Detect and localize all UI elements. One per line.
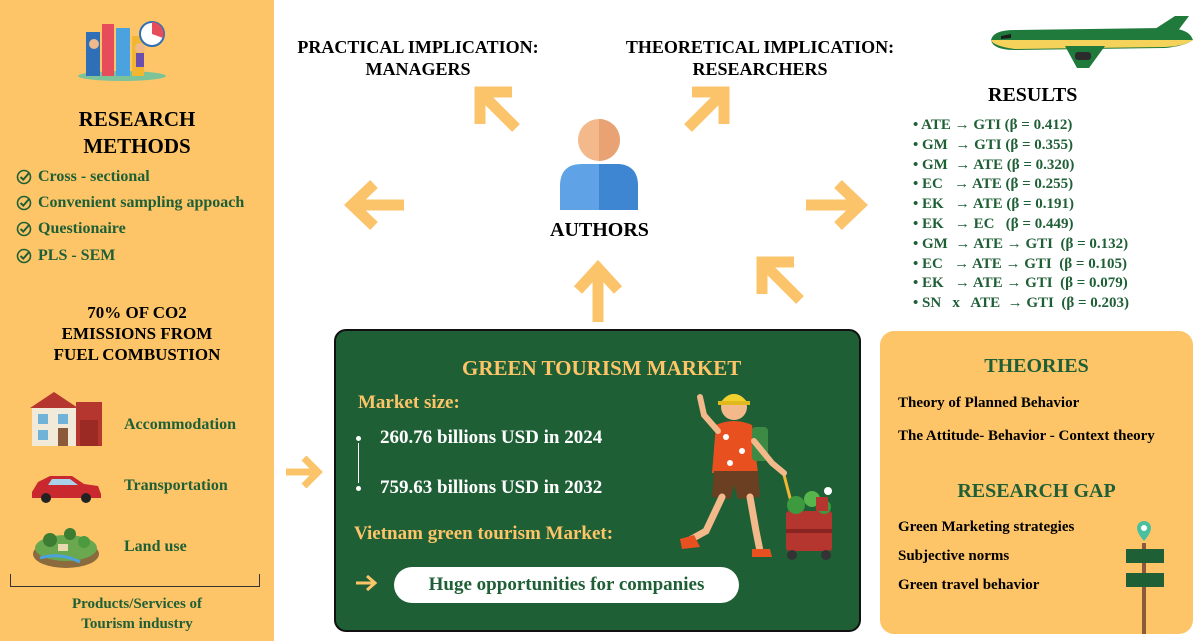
result-item: • ATE → GTI (β = 0.412) — [913, 117, 1073, 133]
co2-line: FUEL COMBUSTION — [53, 345, 221, 364]
heading-line: THEORETICAL IMPLICATION: — [625, 37, 895, 57]
result-item: • EC → ATE → GTI (β = 0.105) — [913, 255, 1127, 272]
opportunity-pill: Huge opportunities for companies — [394, 567, 739, 603]
check-circle-icon — [16, 169, 32, 185]
method-label: Convenient sampling appoach — [38, 194, 245, 211]
bullet-dot — [356, 436, 361, 441]
products-line: Tourism industry — [81, 616, 193, 632]
research-books-icon — [78, 21, 166, 81]
title-line: METHODS — [83, 134, 191, 158]
products-line: Products/Services of — [71, 596, 203, 612]
heading-line: MANAGERS — [365, 59, 471, 79]
authors-label: AUTHORS — [550, 219, 649, 241]
bracket-divider — [10, 574, 260, 587]
sector-land-use: Land use — [124, 538, 187, 555]
method-item: PLS - SEM — [16, 247, 115, 265]
result-item: • EK → ATE (β = 0.191) — [913, 196, 1075, 213]
method-label: Questionaire — [38, 220, 126, 237]
research-gap-title: RESEARCH GAP — [957, 480, 1116, 502]
market-size-label: Market size: — [358, 392, 460, 413]
products-services-label: Products/Services of Tourism industry — [0, 594, 274, 634]
gap-item: Subjective norms — [898, 548, 1010, 564]
car-icon — [32, 476, 101, 503]
house-icon — [30, 392, 102, 446]
gap-item: Green Marketing strategies — [898, 519, 1075, 535]
traveler-illustration — [680, 394, 832, 560]
heading-line: RESEARCHERS — [692, 59, 828, 79]
theory-item: The Attitude- Behavior - Context theory — [898, 428, 1155, 444]
arrow-up-left-lower-icon — [756, 256, 804, 304]
vietnam-market-label: Vietnam green tourism Market: — [354, 523, 614, 544]
gap-item: Green travel behavior — [898, 577, 1040, 593]
arrow-up-right-icon — [684, 86, 730, 132]
result-item: • GM → ATE → GTI (β = 0.132) — [913, 235, 1129, 252]
method-item: Cross - sectional — [16, 168, 150, 186]
result-item: • GM → ATE (β = 0.320) — [913, 156, 1075, 173]
airplane-icon — [991, 16, 1193, 68]
arrow-into-market-icon — [286, 455, 323, 489]
result-item: • GM → GTI (β = 0.355) — [913, 136, 1074, 153]
green-tourism-market-box: GREEN TOURISM MARKET Market size: 260.76… — [334, 329, 861, 632]
result-item: • EK → EC (β = 0.449) — [913, 215, 1074, 232]
method-item: Convenient sampling appoach — [16, 194, 244, 212]
sector-transportation: Transportation — [124, 477, 228, 494]
title-line: RESEARCH — [78, 107, 196, 131]
arrow-left-icon — [344, 180, 404, 230]
research-methods-title: RESEARCH METHODS — [0, 106, 274, 160]
timeline-line — [358, 443, 359, 483]
sector-accommodation: Accommodation — [124, 416, 236, 433]
bullet-dot — [356, 486, 361, 491]
market-value-2032: 759.63 billions USD in 2032 — [380, 477, 603, 498]
practical-implication-heading: PRACTICAL IMPLICATION: MANAGERS — [284, 36, 552, 80]
result-item: • EC → ATE (β = 0.255) — [913, 176, 1074, 193]
theories-panel: THEORIES Theory of Planned Behavior The … — [880, 331, 1193, 634]
arrow-up-icon — [573, 259, 623, 322]
author-person-icon — [560, 119, 638, 210]
land-use-icon — [33, 528, 99, 568]
co2-line: EMISSIONS FROM — [61, 324, 213, 343]
arrow-right-icon — [356, 574, 378, 592]
result-item: • EK → ATE → GTI (β = 0.079) — [913, 275, 1128, 292]
result-item: • SN x ATE → GTI (β = 0.203) — [913, 295, 1130, 312]
check-circle-icon — [16, 195, 32, 211]
research-methods-panel: RESEARCH METHODS Cross - sectional Conve… — [0, 0, 274, 641]
co2-line: 70% OF CO2 — [87, 303, 187, 322]
check-circle-icon — [16, 221, 32, 237]
theories-title: THEORIES — [984, 355, 1089, 377]
arrow-right-icon — [806, 180, 868, 230]
arrow-up-left-icon — [474, 86, 520, 132]
heading-line: PRACTICAL IMPLICATION: — [297, 37, 539, 57]
co2-emissions-heading: 70% OF CO2 EMISSIONS FROM FUEL COMBUSTIO… — [0, 302, 274, 365]
method-label: Cross - sectional — [38, 168, 150, 185]
results-list: • ATE → GTI (β = 0.412) • GM → GTI (β = … — [913, 116, 1129, 314]
theory-item: Theory of Planned Behavior — [898, 395, 1080, 411]
method-label: PLS - SEM — [38, 247, 116, 264]
theoretical-implication-heading: THEORETICAL IMPLICATION: RESEARCHERS — [606, 36, 914, 80]
results-title: RESULTS — [988, 84, 1078, 106]
signpost-icon — [1126, 521, 1164, 634]
method-item: Questionaire — [16, 220, 126, 238]
check-circle-icon — [16, 248, 32, 264]
market-title: GREEN TOURISM MARKET — [462, 356, 742, 380]
market-value-2024: 260.76 billions USD in 2024 — [380, 427, 603, 448]
